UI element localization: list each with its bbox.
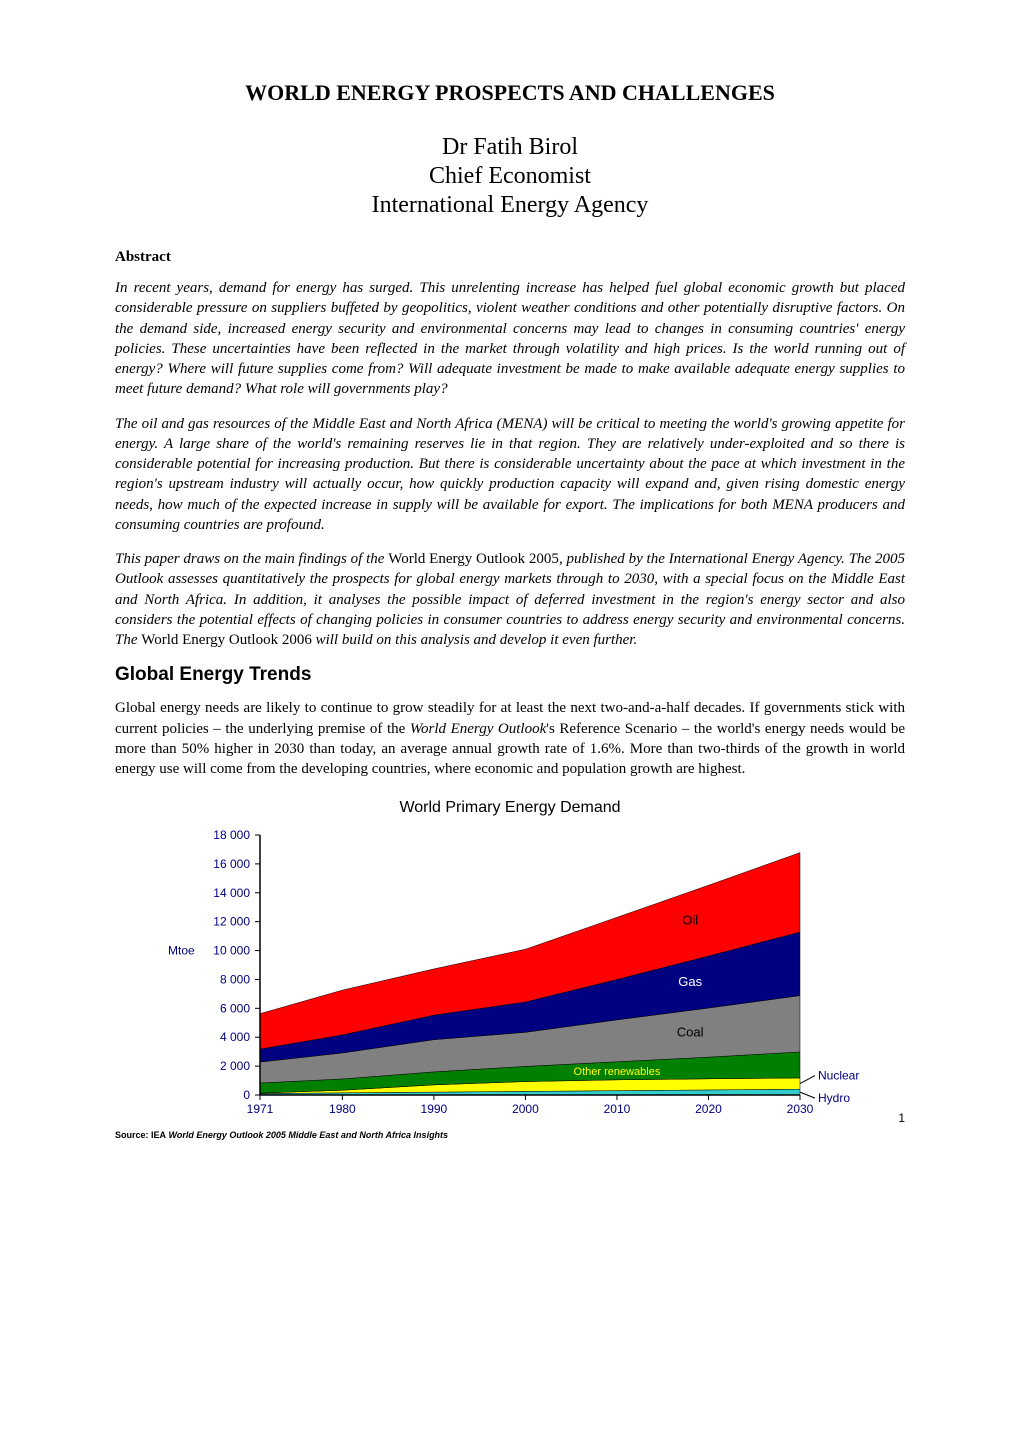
- author-role: Chief Economist: [115, 163, 905, 190]
- source-line: Source: IEA World Energy Outlook 2005 Mi…: [115, 1130, 448, 1140]
- source-line-wrap: Source: IEA World Energy Outlook 2005 Mi…: [115, 1125, 905, 1143]
- svg-text:Mtoe: Mtoe: [168, 944, 195, 958]
- svg-text:2020: 2020: [695, 1102, 722, 1116]
- abstract-p2: The oil and gas resources of the Middle …: [115, 414, 905, 536]
- svg-text:8 000: 8 000: [220, 973, 250, 987]
- svg-text:4 000: 4 000: [220, 1030, 250, 1044]
- page-title: WORLD ENERGY PROSPECTS AND CHALLENGES: [115, 80, 905, 106]
- abstract-p3: This paper draws on the main findings of…: [115, 549, 905, 650]
- svg-text:16 000: 16 000: [213, 857, 250, 871]
- svg-text:2010: 2010: [604, 1102, 631, 1116]
- svg-text:14 000: 14 000: [213, 886, 250, 900]
- svg-text:Gas: Gas: [678, 974, 702, 989]
- svg-text:2000: 2000: [512, 1102, 539, 1116]
- chart-title: World Primary Energy Demand: [115, 799, 905, 817]
- svg-text:18 000: 18 000: [213, 828, 250, 842]
- abstract-p3d: World Energy Outlook 2006: [141, 632, 315, 648]
- abstract-heading: Abstract: [115, 249, 905, 266]
- svg-text:1971: 1971: [247, 1102, 274, 1116]
- source-prefix: Source: IEA: [115, 1130, 166, 1140]
- author-org: International Energy Agency: [115, 192, 905, 219]
- author-name: Dr Fatih Birol: [115, 134, 905, 161]
- svg-text:Hydro: Hydro: [818, 1091, 850, 1105]
- svg-text:2030: 2030: [787, 1102, 814, 1116]
- svg-text:Coal: Coal: [677, 1025, 704, 1040]
- svg-text:10 000: 10 000: [213, 944, 250, 958]
- svg-text:Other renewables: Other renewables: [574, 1066, 661, 1078]
- section1-p1b: World Energy Outlook: [410, 721, 546, 737]
- author-block: Dr Fatih Birol Chief Economist Internati…: [115, 134, 905, 219]
- svg-text:1990: 1990: [421, 1102, 448, 1116]
- svg-text:6 000: 6 000: [220, 1002, 250, 1016]
- page-number: 1: [898, 1111, 905, 1125]
- svg-text:Nuclear: Nuclear: [818, 1069, 859, 1083]
- svg-text:12 000: 12 000: [213, 915, 250, 929]
- chart-container: 0 2 000 4 000 6 000 8 000 10 000 12 000 14 000 1…: [115, 825, 905, 1125]
- energy-demand-chart: 0 2 000 4 000 6 000 8 000 10 000 12 000 14 000 1…: [150, 825, 870, 1125]
- abstract-p1: In recent years, demand for energy has s…: [115, 278, 905, 400]
- abstract-p3b: World Energy Outlook 2005: [388, 551, 559, 567]
- svg-text:2 000: 2 000: [220, 1059, 250, 1073]
- section-global-trends-heading: Global Energy Trends: [115, 664, 905, 686]
- svg-text:Oil: Oil: [682, 913, 698, 928]
- svg-text:0: 0: [243, 1088, 250, 1102]
- source-italic: World Energy Outlook 2005 Middle East an…: [166, 1130, 448, 1140]
- svg-text:1980: 1980: [329, 1102, 356, 1116]
- abstract-p3e: will build on this analysis and develop …: [316, 632, 638, 648]
- section1-p1: Global energy needs are likely to contin…: [115, 698, 905, 779]
- abstract-p3a: This paper draws on the main findings of…: [115, 551, 388, 567]
